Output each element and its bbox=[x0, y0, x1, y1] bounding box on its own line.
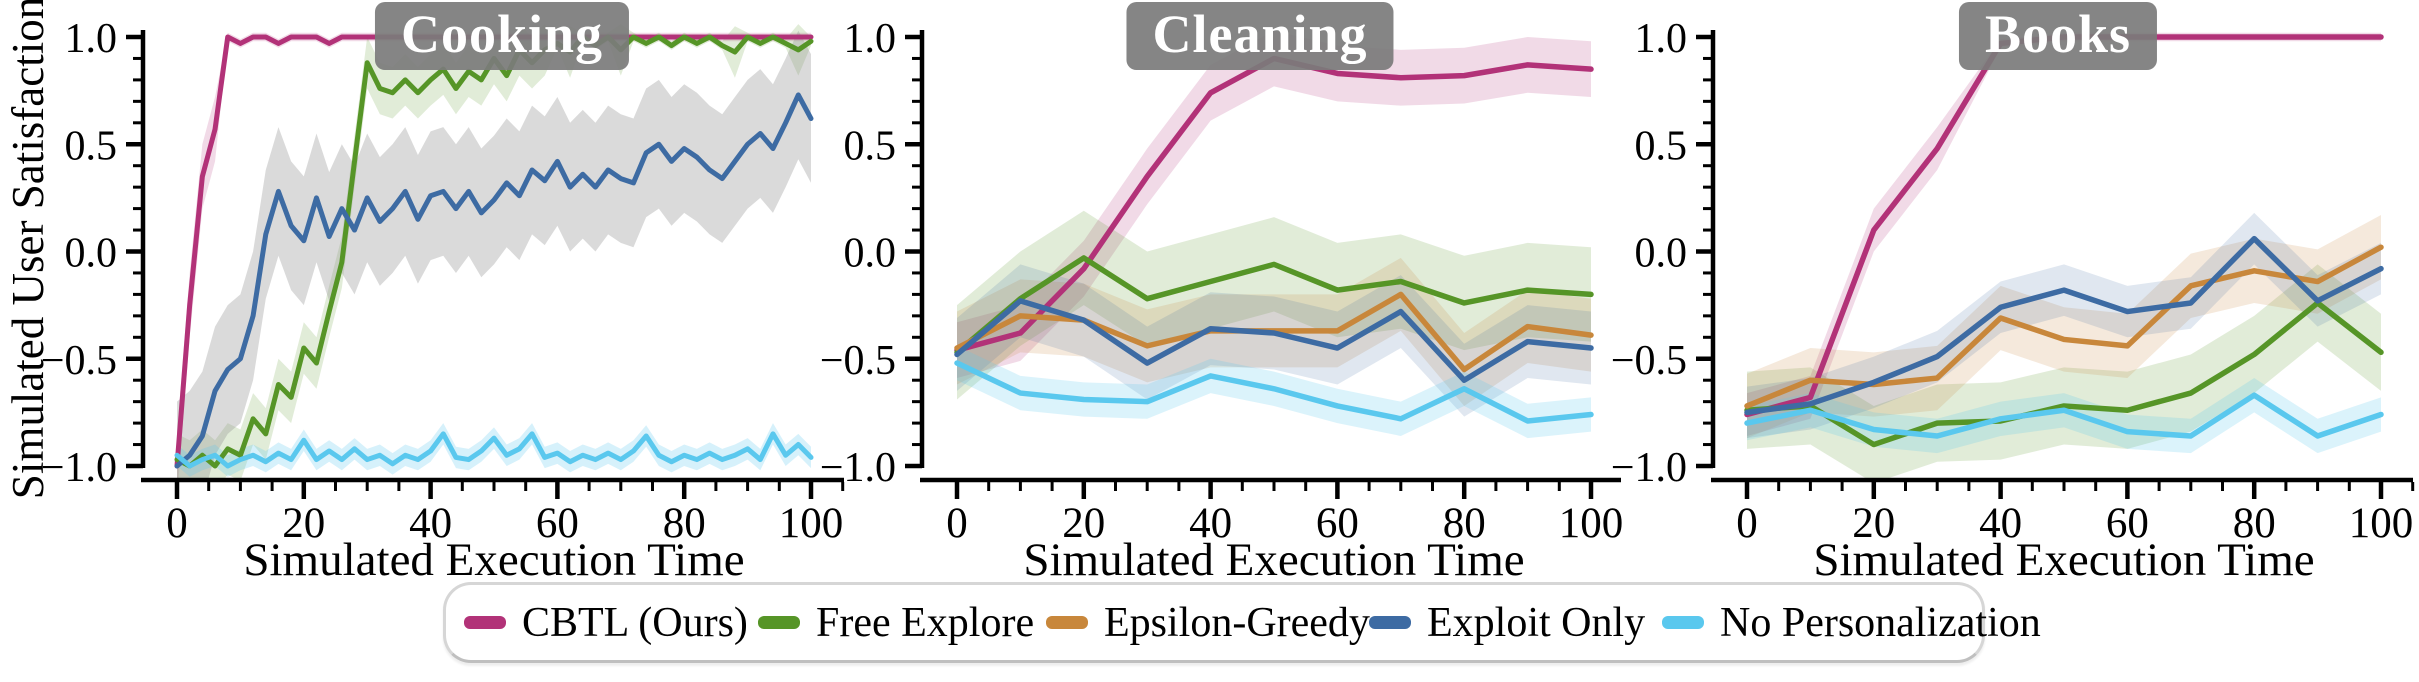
exploit-only-line-swatch-icon bbox=[1369, 616, 1411, 629]
svg-text:−1.0: −1.0 bbox=[41, 445, 117, 491]
svg-text:1.0: 1.0 bbox=[65, 16, 118, 62]
legend-item-free-explore: Free Explore bbox=[758, 599, 1034, 647]
svg-text:40: 40 bbox=[1979, 500, 2022, 547]
legend-box: CBTL (Ours) Free Explore Epsilon-Greedy … bbox=[443, 582, 2041, 663]
panel-title-books: Books bbox=[1958, 2, 2158, 70]
legend-item-cbtl: CBTL (Ours) bbox=[464, 599, 748, 647]
x-axis-label-cleaning: Simulated Execution Time bbox=[1023, 534, 1525, 586]
free-explore-line-swatch-icon bbox=[758, 616, 800, 629]
svg-text:0.5: 0.5 bbox=[65, 123, 118, 169]
y-axis-label: Simulated User Satisfaction bbox=[3, 0, 53, 500]
svg-text:0: 0 bbox=[1736, 500, 1758, 547]
svg-text:80: 80 bbox=[1443, 500, 1486, 547]
svg-text:−1.0: −1.0 bbox=[820, 445, 896, 491]
svg-text:100: 100 bbox=[1559, 500, 1624, 547]
svg-text:−0.5: −0.5 bbox=[1611, 338, 1687, 384]
legend-item-no-personalization: No Personalization bbox=[1662, 599, 2041, 647]
svg-text:0.0: 0.0 bbox=[844, 231, 897, 277]
x-axis-label-books: Simulated Execution Time bbox=[1813, 534, 2315, 586]
svg-text:20: 20 bbox=[1062, 500, 1105, 547]
panel-title-cleaning: Cleaning bbox=[1126, 2, 1394, 70]
svg-text:80: 80 bbox=[663, 500, 706, 547]
svg-text:60: 60 bbox=[2106, 500, 2149, 547]
svg-text:20: 20 bbox=[1852, 500, 1895, 547]
svg-text:1.0: 1.0 bbox=[844, 16, 897, 62]
svg-text:0.0: 0.0 bbox=[1635, 231, 1688, 277]
legend-item-exploit-only: Exploit Only bbox=[1369, 599, 1645, 647]
svg-text:0.5: 0.5 bbox=[844, 123, 897, 169]
no-personalization-line-swatch-icon bbox=[1662, 616, 1704, 629]
cbtl-line-swatch-icon bbox=[464, 616, 506, 629]
svg-text:40: 40 bbox=[1189, 500, 1232, 547]
svg-text:−1.0: −1.0 bbox=[1611, 445, 1687, 491]
svg-text:60: 60 bbox=[1316, 500, 1359, 547]
svg-text:0.0: 0.0 bbox=[65, 231, 118, 277]
svg-text:80: 80 bbox=[2233, 500, 2276, 547]
svg-text:60: 60 bbox=[536, 500, 579, 547]
svg-text:0: 0 bbox=[166, 500, 188, 547]
svg-text:40: 40 bbox=[409, 500, 452, 547]
legend-item-epsilon-greedy: Epsilon-Greedy bbox=[1046, 599, 1370, 647]
svg-text:100: 100 bbox=[779, 500, 844, 547]
svg-text:0: 0 bbox=[946, 500, 968, 547]
svg-text:100: 100 bbox=[2349, 500, 2414, 547]
svg-text:−0.5: −0.5 bbox=[41, 338, 117, 384]
svg-text:−0.5: −0.5 bbox=[820, 338, 896, 384]
epsilon-greedy-line-swatch-icon bbox=[1046, 616, 1088, 629]
svg-text:20: 20 bbox=[282, 500, 325, 547]
svg-text:0.5: 0.5 bbox=[1635, 123, 1688, 169]
panel-title-cooking: Cooking bbox=[374, 2, 630, 70]
svg-text:1.0: 1.0 bbox=[1635, 16, 1688, 62]
x-axis-label-cooking: Simulated Execution Time bbox=[243, 534, 745, 586]
